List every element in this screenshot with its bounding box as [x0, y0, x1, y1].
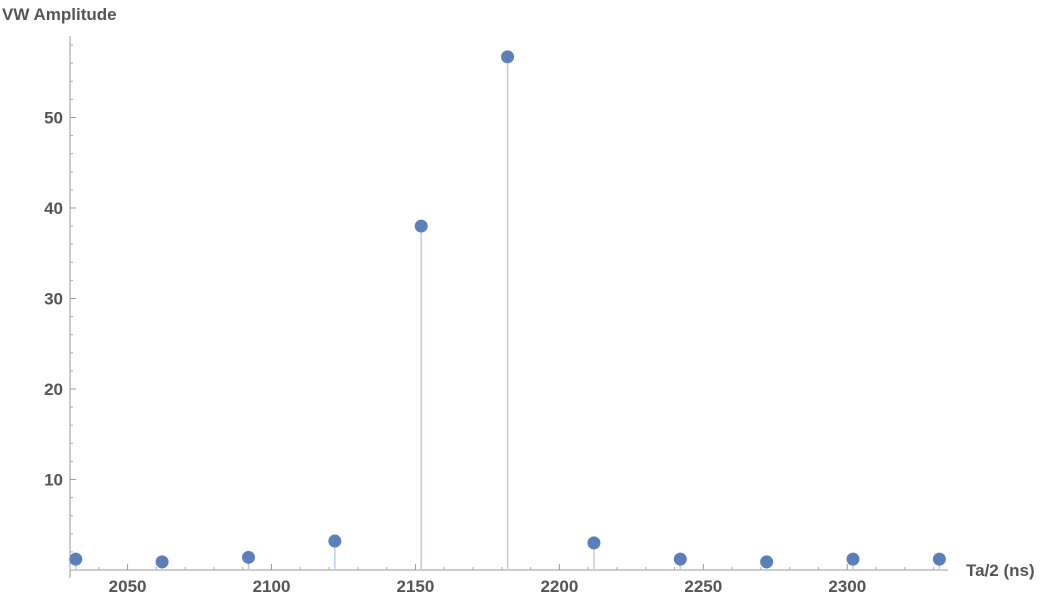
- y-tick-label: 20: [44, 380, 63, 399]
- x-tick-label: 2300: [828, 577, 866, 596]
- data-point: [587, 536, 601, 550]
- data-point: [69, 552, 83, 566]
- x-tick-label: 2100: [253, 577, 291, 596]
- y-axis-label: VW Amplitude: [2, 5, 117, 24]
- y-tick-label: 50: [44, 108, 63, 127]
- data-point: [932, 552, 946, 566]
- data-point: [155, 555, 169, 569]
- data-point: [501, 50, 515, 64]
- data-point: [760, 555, 774, 569]
- points: [69, 50, 946, 569]
- y-tick-label: 10: [44, 470, 63, 489]
- stems: [75, 56, 941, 570]
- ticks: 2050 2100 2150 2200 2250 2300 10 20 30 40 50: [44, 44, 935, 596]
- x-tick-label: 2050: [109, 577, 147, 596]
- data-point: [673, 552, 687, 566]
- axes: [69, 36, 948, 578]
- x-tick-label: 2250: [684, 577, 722, 596]
- data-point: [846, 552, 860, 566]
- x-axis-label: Ta/2 (ns): [966, 561, 1035, 580]
- data-point: [328, 534, 342, 548]
- x-tick-label: 2200: [540, 577, 578, 596]
- data-point: [241, 550, 255, 564]
- y-tick-label: 30: [44, 289, 63, 308]
- data-point: [414, 219, 428, 233]
- x-tick-label: 2150: [397, 577, 435, 596]
- y-tick-label: 40: [44, 199, 63, 218]
